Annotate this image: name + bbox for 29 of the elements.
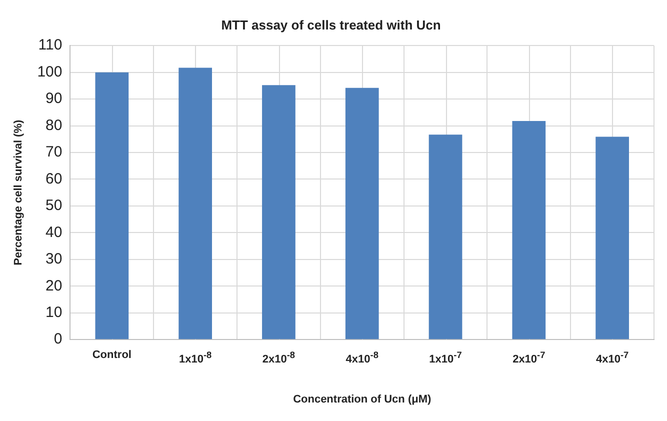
x-tick-label: 2x10$^{-7}$: [512, 348, 546, 366]
y-tick-label: 10: [46, 304, 62, 322]
y-tick-label: 110: [38, 36, 62, 54]
y-tick-label: 60: [46, 170, 62, 188]
y-tick-label: 30: [46, 250, 62, 268]
x-tick-label: 1x10$^{-7}$: [429, 348, 462, 366]
bar: [262, 85, 296, 340]
y-tick-label: 40: [46, 224, 62, 241]
bar: [428, 134, 462, 340]
y-tick-label: 90: [46, 90, 62, 108]
bar: [345, 88, 379, 340]
chart-title: MTT assay of cells treated with Ucn: [221, 17, 441, 32]
y-tick-label: 70: [46, 144, 62, 161]
y-tick-label: 100: [37, 63, 62, 80]
y-tick-label: 0: [54, 330, 62, 348]
y-tick-label: 80: [46, 116, 62, 134]
y-tick-label: 50: [46, 197, 62, 214]
x-tick-label: Control: [92, 348, 132, 362]
bar: [178, 68, 212, 340]
y-tick-label: 20: [46, 277, 62, 294]
x-tick-label: 2x10$^{-8}$: [262, 348, 296, 366]
y-axis-title: Percentage cell survival (%): [12, 120, 25, 266]
bar: [596, 136, 629, 340]
bar: [512, 120, 546, 340]
x-tick-label: 4x10$^{-8}$: [346, 348, 378, 366]
bar: [95, 72, 129, 340]
x-tick-label: 4x10$^{-7}$: [596, 348, 629, 366]
x-axis-title: Concentration of Ucn (μM): [293, 393, 432, 406]
x-tick-label: 1x10$^{-8}$: [178, 348, 212, 366]
